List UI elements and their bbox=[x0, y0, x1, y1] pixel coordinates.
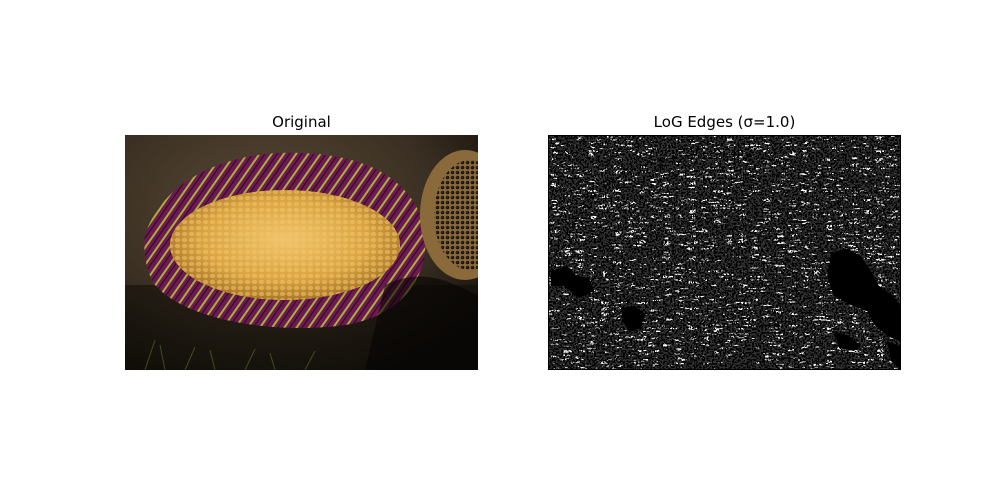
original-image bbox=[125, 135, 478, 370]
right-panel-title: LoG Edges (σ=1.0) bbox=[653, 113, 796, 131]
left-panel-title: Original bbox=[272, 113, 331, 131]
original-photo-drawing bbox=[125, 135, 478, 370]
log-edges-image bbox=[548, 135, 901, 370]
edge-map-drawing bbox=[549, 136, 900, 369]
